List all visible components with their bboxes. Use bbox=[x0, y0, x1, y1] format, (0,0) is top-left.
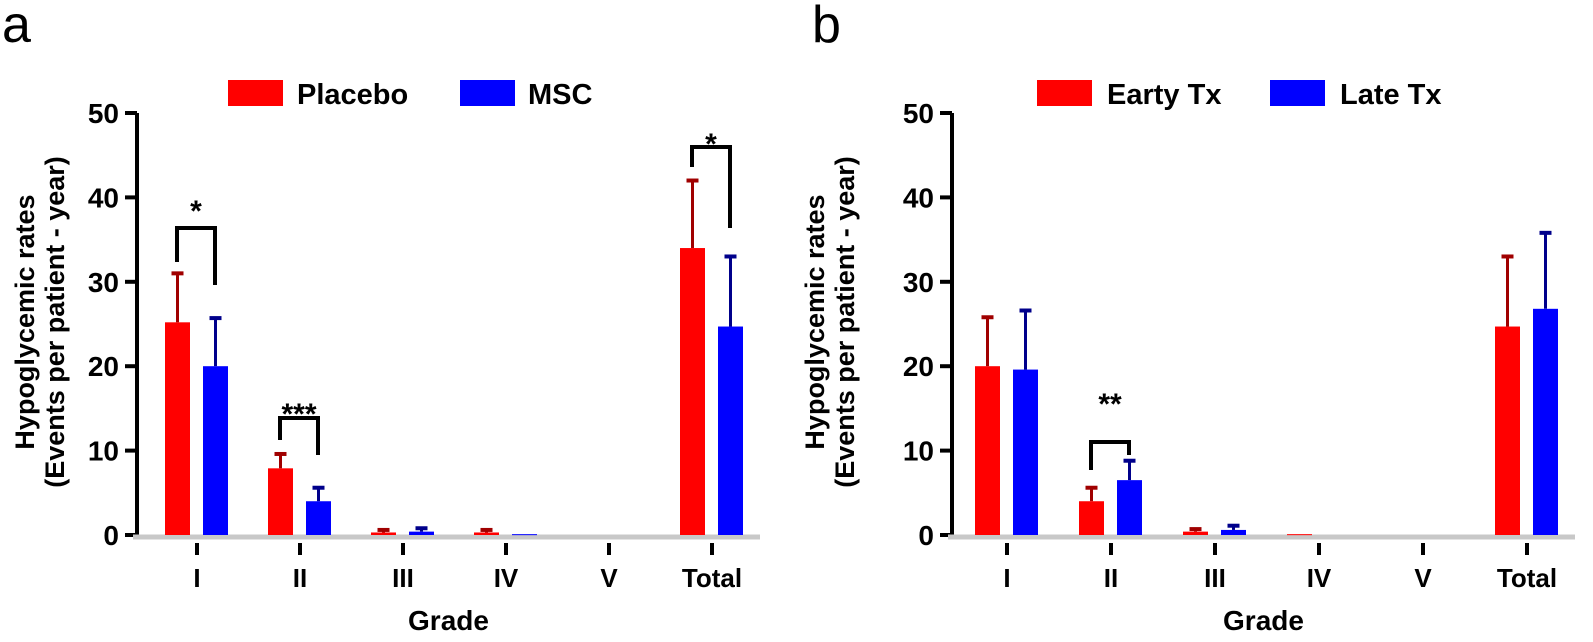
bar-msc bbox=[718, 326, 743, 535]
legend-label: Placebo bbox=[297, 79, 408, 111]
legend-label: MSC bbox=[528, 79, 593, 111]
y-axis-label: Hypoglycemic rates bbox=[800, 194, 830, 449]
x-tick-label: V bbox=[600, 563, 618, 593]
y-tick-label: 20 bbox=[88, 351, 119, 382]
significance-bracket bbox=[690, 145, 732, 228]
bar-late-tx bbox=[1533, 308, 1558, 535]
y-tick-label: 0 bbox=[918, 520, 934, 551]
x-tick-label: II bbox=[1104, 563, 1118, 593]
significance-bracket bbox=[1089, 440, 1131, 470]
x-tick-label: I bbox=[1003, 563, 1010, 593]
legend-label: Earty Tx bbox=[1107, 79, 1221, 111]
bar-placebo bbox=[165, 322, 190, 535]
x-tick-label: V bbox=[1414, 563, 1432, 593]
y-axis-label-units: (Events per patient - year) bbox=[40, 156, 70, 488]
bar-placebo bbox=[371, 532, 396, 535]
x-tick-label: I bbox=[193, 563, 200, 593]
legend-swatch bbox=[1270, 80, 1325, 106]
significance-label: ** bbox=[1098, 388, 1122, 421]
y-tick-label: 20 bbox=[903, 351, 934, 382]
bar-earty-tx bbox=[1495, 326, 1520, 535]
bar-msc bbox=[512, 534, 537, 536]
bar-msc bbox=[409, 531, 434, 535]
significance-bracket bbox=[175, 226, 217, 285]
significance-label: *** bbox=[281, 398, 316, 431]
legend-label: Late Tx bbox=[1340, 79, 1442, 111]
x-tick-label: Total bbox=[682, 563, 742, 593]
y-tick-label: 40 bbox=[903, 182, 934, 213]
x-tick-label: Total bbox=[1497, 563, 1557, 593]
x-tick-label: III bbox=[1204, 563, 1226, 593]
panel-label: a bbox=[2, 0, 31, 54]
x-tick-label: III bbox=[392, 563, 414, 593]
legend-swatch bbox=[1037, 80, 1092, 106]
y-tick-label: 30 bbox=[88, 267, 119, 298]
bar-earty-tx bbox=[1183, 531, 1208, 535]
bar-earty-tx bbox=[1079, 501, 1104, 535]
bar-late-tx bbox=[1221, 529, 1246, 535]
x-tick-label: IV bbox=[494, 563, 519, 593]
bar-msc bbox=[306, 501, 331, 535]
bar-placebo bbox=[680, 248, 705, 536]
significance-bracket bbox=[278, 416, 320, 455]
bar-late-tx bbox=[1117, 480, 1142, 535]
x-tick-label: II bbox=[293, 563, 307, 593]
x-axis-label: Grade bbox=[1223, 605, 1304, 636]
bar-msc bbox=[203, 366, 228, 535]
y-tick-label: 40 bbox=[88, 182, 119, 213]
y-tick-label: 30 bbox=[903, 267, 934, 298]
bar-placebo bbox=[268, 468, 293, 535]
significance-label: * bbox=[705, 128, 717, 161]
x-axis-label: Grade bbox=[408, 605, 489, 636]
y-tick-label: 50 bbox=[903, 98, 934, 129]
panel-label: b bbox=[812, 0, 841, 54]
bar-earty-tx bbox=[975, 366, 1000, 535]
bar-late-tx bbox=[1013, 369, 1038, 535]
y-tick-label: 0 bbox=[103, 520, 119, 551]
y-axis-label: Hypoglycemic rates bbox=[10, 194, 40, 449]
y-tick-label: 10 bbox=[903, 436, 934, 467]
significance-label: * bbox=[190, 195, 202, 228]
x-tick-label: IV bbox=[1307, 563, 1332, 593]
y-tick-label: 10 bbox=[88, 436, 119, 467]
bar-placebo bbox=[474, 532, 499, 535]
y-tick-label: 50 bbox=[88, 98, 119, 129]
y-axis-label-units: (Events per patient - year) bbox=[830, 156, 860, 488]
bar-earty-tx bbox=[1287, 534, 1312, 536]
legend-swatch bbox=[228, 80, 283, 106]
legend-swatch bbox=[460, 80, 515, 106]
